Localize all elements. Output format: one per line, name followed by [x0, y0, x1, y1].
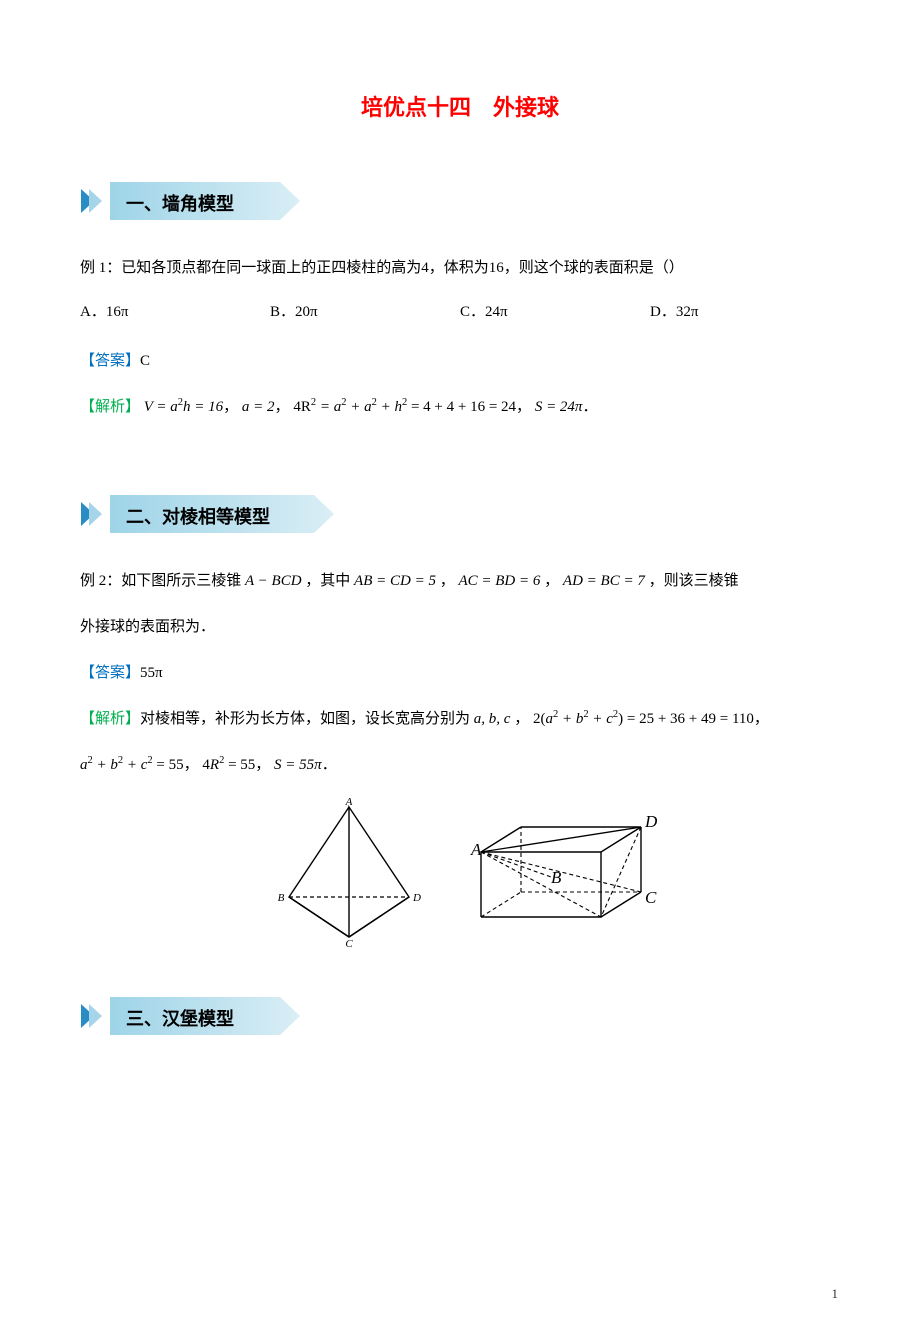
eq: ) = 25 + 36 + 49 = 110: [618, 711, 754, 727]
label-d: D: [644, 812, 658, 831]
example2-stem-line2: 外接球的表面积为．: [80, 609, 840, 645]
page-title: 培优点十四 外接球: [80, 90, 840, 122]
eq: S = 24π: [535, 399, 583, 415]
example1-answer: 【答案】C: [80, 343, 840, 379]
eq: AB = CD = 5: [354, 573, 436, 589]
text: ，: [510, 711, 533, 727]
value-h: 4: [421, 260, 429, 276]
opt-value: 20π: [295, 304, 318, 320]
sep: ，: [223, 399, 238, 415]
text: ，: [540, 573, 563, 589]
label-b: B: [551, 868, 562, 887]
sep: ，: [184, 757, 203, 773]
answer-label: 【答案】: [80, 665, 140, 681]
eq: a: [545, 711, 553, 727]
eq: h = 16: [183, 399, 223, 415]
eq: A − BCD: [245, 573, 302, 589]
text: ，: [754, 711, 769, 727]
answer-label: 【答案】: [80, 353, 140, 369]
value-v: 16: [489, 260, 504, 276]
sep: ，: [516, 399, 531, 415]
label-c: C: [645, 888, 657, 907]
answer-value: 55π: [140, 665, 163, 681]
text: ，则该三棱锥: [645, 573, 739, 589]
eq: AC = BD = 6: [458, 573, 540, 589]
tetrahedron-figure: A B C D: [259, 797, 439, 947]
option-a: A．16π: [80, 296, 270, 329]
label-a: A: [345, 797, 353, 808]
text: 例 2：如下图所示三棱锥: [80, 573, 245, 589]
chevron-icon: [80, 188, 106, 214]
opt-label: D．: [650, 304, 676, 320]
eq: a = 2: [242, 399, 275, 415]
label-c: C: [345, 938, 353, 947]
eq: = a: [316, 399, 341, 415]
eq: + h: [377, 399, 402, 415]
section-heading-3: 三、汉堡模型: [80, 997, 840, 1037]
eq: S = 55π: [274, 757, 322, 773]
analysis-label: 【解析】: [80, 399, 140, 415]
text: 对棱相等，补形为长方体，如图，设长宽高分别为: [140, 711, 474, 727]
example1-stem: 例 1：已知各顶点都在同一球面上的正四棱柱的高为4，体积为16，则这个球的表面积…: [80, 250, 840, 286]
opt-value: 32π: [676, 304, 699, 320]
end: ．: [322, 757, 337, 773]
section-heading-1: 一、墙角模型: [80, 182, 840, 222]
eq: 2(: [533, 711, 546, 727]
example1-options: A．16π B．20π C．24π D．32π: [80, 296, 840, 329]
chevron-icon: [80, 1003, 106, 1029]
opt-label: A．: [80, 304, 106, 320]
example2-analysis-line2: a2 + b2 + c2 = 55， 4R2 = 55， S = 55π．: [80, 747, 840, 783]
opt-value: 16π: [106, 304, 129, 320]
sep: ，: [255, 757, 274, 773]
example2-analysis-line1: 【解析】对棱相等，补形为长方体，如图，设长宽高分别为 a, b, c ， 2(a…: [80, 701, 840, 737]
opt-value: 24π: [485, 304, 508, 320]
section-heading-text: 一、墙角模型: [126, 190, 234, 216]
page-number: 1: [832, 1286, 839, 1302]
eq: = 55: [224, 757, 255, 773]
figures: A B C D A B C D: [80, 797, 840, 947]
end: ．: [582, 399, 597, 415]
option-d: D．32π: [650, 296, 840, 329]
text: ，则这个球的表面积是（）: [504, 260, 684, 276]
eq: a, b, c: [474, 711, 511, 727]
eq: + c: [589, 711, 613, 727]
eq: 4: [202, 757, 210, 773]
chevron-icon: [80, 501, 106, 527]
text: ，: [436, 573, 459, 589]
example2-answer: 【答案】55π: [80, 655, 840, 691]
eq: a: [80, 757, 88, 773]
cuboid-figure: A B C D: [451, 797, 661, 947]
eq: R: [210, 757, 219, 773]
eq: = 4 + 4 + 16 = 24: [407, 399, 516, 415]
example1-analysis: 【解析】 V = a2h = 16， a = 2， 4R2 = a2 + a2 …: [80, 389, 840, 425]
eq: + c: [123, 757, 147, 773]
answer-value: C: [140, 353, 150, 369]
label-b: B: [278, 892, 285, 904]
section-heading-text: 三、汉堡模型: [126, 1005, 234, 1031]
eq: + a: [346, 399, 371, 415]
section-heading-text: 二、对棱相等模型: [126, 503, 270, 529]
eq: + b: [558, 711, 583, 727]
text: ，体积为: [429, 260, 489, 276]
text: ，其中: [302, 573, 355, 589]
analysis-label: 【解析】: [80, 711, 140, 727]
eq: AD = BC = 7: [563, 573, 645, 589]
eq: + b: [93, 757, 118, 773]
option-c: C．24π: [460, 296, 650, 329]
sep: ，: [275, 399, 290, 415]
section-heading-2: 二、对棱相等模型: [80, 495, 840, 535]
eq: = 55: [153, 757, 184, 773]
opt-label: B．: [270, 304, 295, 320]
opt-label: C．: [460, 304, 485, 320]
label-a: A: [470, 840, 482, 859]
eq: V = a: [144, 399, 178, 415]
option-b: B．20π: [270, 296, 460, 329]
eq: 4R: [293, 399, 311, 415]
example2-stem-line1: 例 2：如下图所示三棱锥 A − BCD ，其中 AB = CD = 5 ， A…: [80, 563, 840, 599]
label-d: D: [412, 892, 421, 904]
text: 例 1：已知各顶点都在同一球面上的正四棱柱的高为: [80, 260, 421, 276]
